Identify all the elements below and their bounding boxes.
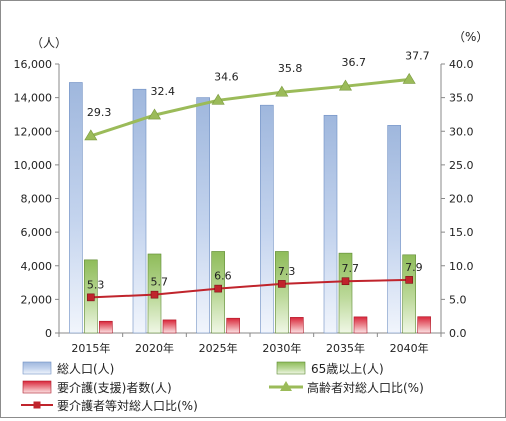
bar-3 [162,319,177,334]
left-tick-label: 14,000 [14,92,53,105]
legend-swatch [276,361,306,375]
bar-1 [69,82,83,334]
x-tick-label: 2040年 [390,341,429,355]
right-tick-label: 30.0 [449,125,474,138]
bar-2 [402,254,416,334]
bar-1 [387,125,401,334]
left-axis-unit: （人） [31,36,67,50]
legend-label: 要介護者等対総人口比(%) [57,398,198,413]
x-tick-label: 2025年 [199,341,238,355]
right-tick-label: 20.0 [449,193,474,206]
data-label: 36.7 [342,56,367,69]
line-series-1 [90,77,410,138]
right-tick-label: 35.0 [449,92,474,105]
line-point-triangle [402,72,416,84]
x-tick-label: 2015年 [71,341,110,355]
legend-label: 65歳以上(人) [311,362,384,376]
legend-marker-square [33,401,41,409]
data-label: 5.3 [87,278,105,291]
x-tick-label: 2035年 [326,341,365,355]
bar-1 [196,97,210,334]
legend-swatch [22,361,52,375]
data-label: 34.6 [214,70,239,83]
bar-1 [323,114,338,334]
line-point-triangle [211,93,225,105]
line-point-square [150,290,159,299]
data-label: 37.7 [405,49,430,62]
bar-2 [338,252,353,334]
line-point-square [87,293,95,302]
data-label: 7.3 [278,265,296,278]
line-point-square [278,280,286,288]
x-tick-label: 2020年 [135,341,174,355]
bar-1 [132,88,147,334]
line-point-triangle [275,85,289,97]
line-point-square [341,277,350,286]
left-tick-label: 2,000 [21,293,53,306]
data-label: 29.3 [87,106,112,119]
right-tick-label: 5.0 [449,293,467,306]
right-tick-label: 25.0 [449,159,474,172]
legend-swatch [22,380,52,394]
line-point-triangle [147,108,162,120]
data-label: 7.7 [342,262,360,275]
data-label: 32.4 [151,85,176,98]
bar-2 [275,251,289,334]
line-point-triangle [338,79,353,91]
bar-3 [290,317,304,334]
left-tick-label: 8,000 [21,193,53,206]
left-tick-label: 12,000 [14,125,53,138]
bar-3 [353,316,368,334]
right-tick-label: 0.0 [449,327,467,340]
left-tick-label: 6,000 [21,226,53,239]
data-label: 7.9 [405,261,423,274]
bar-1 [260,104,274,334]
line-point-square [214,284,222,293]
legend-marker-triangle [280,381,292,391]
line-series-2 [90,278,410,299]
line-point-square [405,276,413,284]
left-tick-label: 4,000 [21,260,53,273]
right-tick-label: 10.0 [449,260,474,273]
legend-label: 高齢者対総人口比(%) [307,380,424,395]
bar-3 [417,316,431,334]
legend-label: 要介護(支援)者数(人) [57,380,172,395]
left-tick-label: 10,000 [14,159,53,172]
right-tick-label: 40.0 [449,58,474,71]
right-axis-unit: （%） [453,30,488,44]
right-tick-label: 15.0 [449,226,474,239]
data-label: 5.7 [151,276,169,289]
data-label: 6.6 [214,270,232,283]
bar-3 [99,320,113,334]
data-label: 35.8 [278,62,303,75]
line-point-triangle [84,129,98,141]
left-tick-label: 16,000 [14,58,53,71]
legend-label: 総人口(人) [57,362,114,376]
bar-3 [226,317,240,334]
x-tick-label: 2030年 [262,341,301,355]
left-tick-label: 0 [45,327,52,340]
